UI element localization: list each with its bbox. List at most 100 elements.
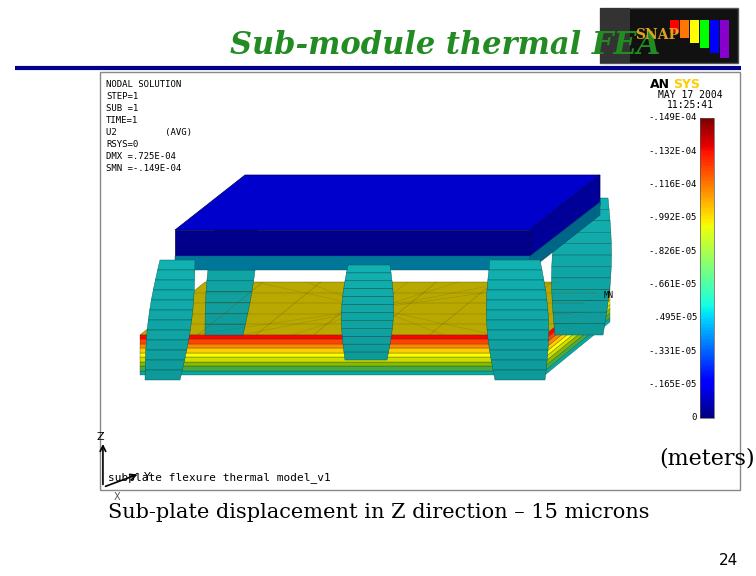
Bar [700, 160, 714, 161]
Bar [700, 304, 714, 305]
Bar [700, 324, 714, 325]
Polygon shape [530, 202, 600, 270]
Polygon shape [545, 317, 610, 375]
Bar [700, 119, 714, 121]
Polygon shape [489, 350, 548, 360]
Bar [720, 20, 729, 58]
Bar [700, 214, 714, 215]
Text: AN: AN [650, 78, 670, 91]
Bar [700, 400, 714, 401]
Polygon shape [140, 339, 545, 344]
Text: U2         (AVG): U2 (AVG) [106, 128, 192, 137]
Bar [700, 344, 714, 346]
Bar [700, 121, 714, 123]
Bar [700, 163, 714, 165]
Bar [700, 154, 714, 156]
Bar [700, 257, 714, 259]
Text: -.826E-05: -.826E-05 [649, 247, 697, 256]
Polygon shape [556, 210, 610, 221]
Polygon shape [342, 289, 393, 297]
Bar [700, 295, 714, 297]
Bar [700, 386, 714, 388]
Polygon shape [153, 280, 194, 290]
Bar [700, 118, 714, 418]
Polygon shape [486, 290, 547, 300]
Polygon shape [140, 366, 545, 370]
Bar [700, 267, 714, 268]
Bar [700, 300, 714, 301]
Bar [700, 394, 714, 396]
Text: -.331E-05: -.331E-05 [649, 347, 697, 356]
Polygon shape [342, 328, 392, 336]
Text: -.165E-05: -.165E-05 [649, 380, 697, 389]
Bar [700, 370, 714, 372]
Bar [700, 396, 714, 397]
Bar [700, 241, 714, 242]
Bar [700, 181, 714, 183]
Bar [700, 242, 714, 244]
Bar [700, 329, 714, 331]
Polygon shape [175, 175, 600, 230]
Bar [700, 374, 714, 376]
Text: NODAL SOLUTION: NODAL SOLUTION [106, 80, 181, 89]
Text: X: X [113, 491, 120, 502]
Bar [700, 151, 714, 153]
Bar [700, 172, 714, 173]
Polygon shape [218, 205, 258, 216]
Polygon shape [553, 232, 612, 244]
Polygon shape [491, 360, 547, 370]
Bar [700, 225, 714, 226]
Bar [700, 272, 714, 274]
Bar [700, 153, 714, 154]
Bar [700, 150, 714, 151]
Bar [700, 392, 714, 394]
Bar [700, 145, 714, 146]
Polygon shape [342, 336, 392, 344]
Bar [700, 205, 714, 207]
Polygon shape [487, 330, 549, 340]
Bar [700, 335, 714, 337]
Bar [700, 412, 714, 414]
Bar [700, 391, 714, 392]
Bar [700, 184, 714, 185]
Bar [700, 373, 714, 374]
Bar [700, 317, 714, 319]
Polygon shape [205, 313, 248, 324]
Bar [700, 127, 714, 128]
Bar [700, 148, 714, 150]
Bar [700, 411, 714, 412]
Polygon shape [140, 357, 545, 362]
Text: DMX =.725E-04: DMX =.725E-04 [106, 152, 176, 161]
Bar [700, 128, 714, 130]
Bar [700, 399, 714, 400]
Bar [700, 124, 714, 126]
Bar [700, 385, 714, 386]
Polygon shape [158, 260, 195, 270]
Bar [700, 285, 714, 286]
Bar [700, 283, 714, 285]
Polygon shape [140, 348, 545, 353]
Polygon shape [205, 302, 250, 313]
Text: TIME=1: TIME=1 [106, 116, 138, 125]
Polygon shape [488, 270, 544, 280]
Bar [700, 340, 714, 342]
Text: -.149E-04: -.149E-04 [649, 113, 697, 123]
Bar [700, 389, 714, 391]
Polygon shape [343, 344, 390, 352]
Polygon shape [545, 304, 610, 362]
Bar [700, 358, 714, 359]
Polygon shape [545, 291, 610, 348]
Bar [700, 198, 714, 199]
Polygon shape [552, 278, 611, 289]
Polygon shape [145, 370, 182, 380]
Bar [700, 334, 714, 335]
Bar [700, 312, 714, 313]
Bar [700, 175, 714, 176]
Polygon shape [206, 291, 252, 302]
Bar [700, 196, 714, 198]
Bar [700, 247, 714, 248]
Bar [700, 301, 714, 302]
Bar [700, 397, 714, 399]
Bar [700, 416, 714, 418]
Bar [700, 185, 714, 187]
